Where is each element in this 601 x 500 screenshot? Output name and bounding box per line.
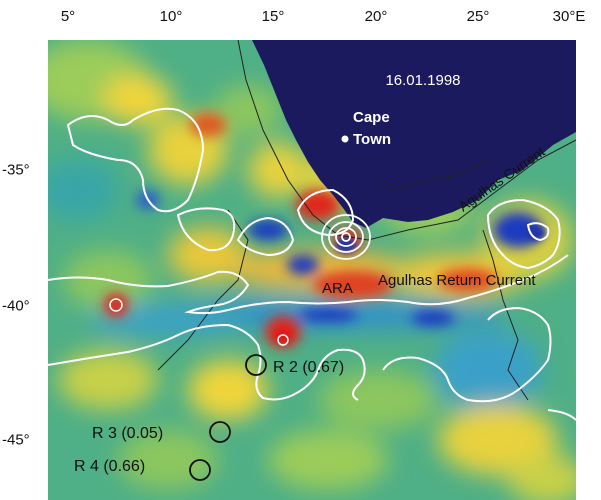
date-label: 16.01.1998 <box>385 72 460 89</box>
map-canvas: 16.01.1998 Cape Town Agulhas Current Agu… <box>48 40 576 500</box>
ring-r3-label: R 3 (0.05) <box>92 425 163 442</box>
ring-r4-label: R 4 (0.66) <box>74 458 145 475</box>
lat-tick-40: -40° <box>2 297 30 315</box>
contour-lines <box>48 107 576 421</box>
cape-town-marker <box>341 135 349 143</box>
land-southern-africa <box>252 40 576 228</box>
ring-r3-marker <box>209 421 231 443</box>
sea-surface-height-map: 16.01.1998 Cape Town Agulhas Current Agu… <box>48 40 576 500</box>
ara-label: ARA <box>322 280 353 297</box>
lon-tick-20: 20° <box>364 8 388 25</box>
city-label-line1: Cape <box>353 109 390 126</box>
agulhas-return-current-label: Agulhas Return Current <box>378 272 536 289</box>
city-label-line2: Town <box>353 131 391 148</box>
lon-tick-15: 15° <box>261 8 285 25</box>
lon-tick-5: 5° <box>60 8 76 25</box>
lon-tick-30: 30°E <box>552 8 586 25</box>
lat-tick-35: -35° <box>2 161 30 179</box>
bathymetry-lines <box>157 40 576 401</box>
lat-tick-45: -45° <box>2 431 30 449</box>
lon-tick-10: 10° <box>159 8 183 25</box>
ring-r2-marker <box>245 354 267 376</box>
ring-r4-marker <box>189 459 211 481</box>
eddy-contours <box>321 214 371 260</box>
ring-r2-label: R 2 (0.67) <box>273 359 344 376</box>
lon-tick-25: 25° <box>466 8 490 25</box>
